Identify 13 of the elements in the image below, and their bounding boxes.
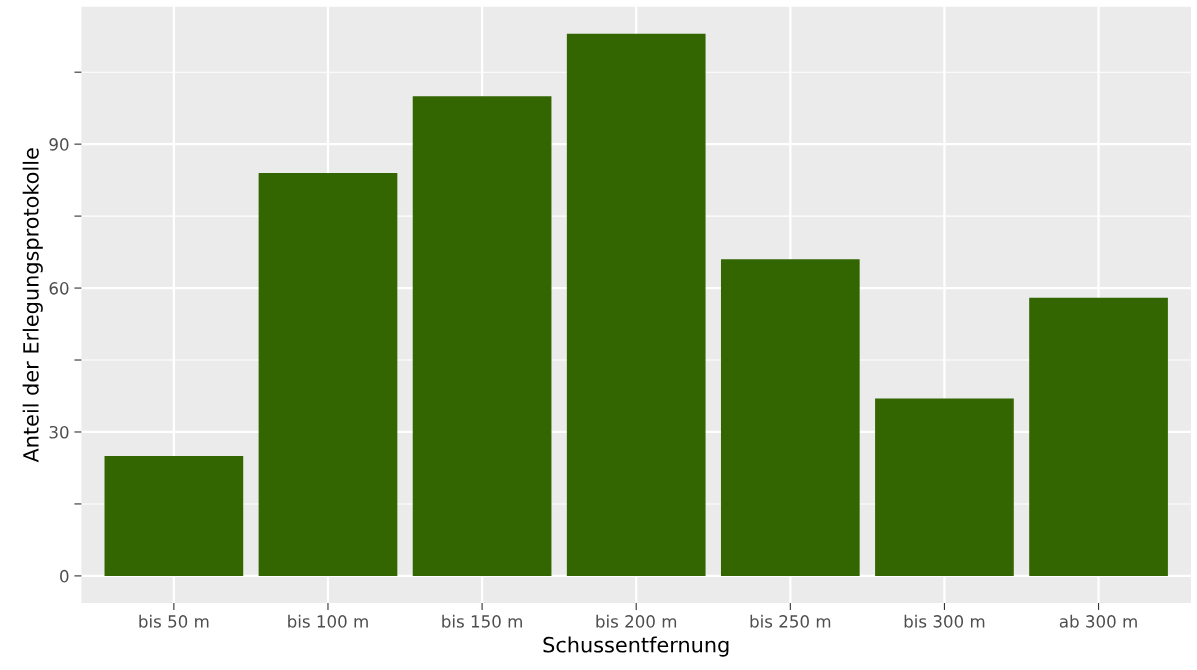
x-tick-label: bis 100 m bbox=[288, 614, 368, 628]
x-tick-label: bis 150 m bbox=[442, 614, 522, 628]
x-tick-label: bis 250 m bbox=[750, 614, 831, 628]
x-tick-label: ab 300 m bbox=[1059, 614, 1137, 628]
x-tick-label: bis 200 m bbox=[596, 614, 677, 628]
x-tick-label: bis 300 m bbox=[904, 614, 985, 628]
y-tick-label: 90 bbox=[49, 138, 69, 151]
x-axis-title: Schussentfernung bbox=[543, 636, 729, 657]
y-tick-label: 0 bbox=[60, 569, 69, 583]
y-axis-title: Anteil der Erlegungsprotokolle bbox=[22, 148, 43, 463]
y-tick-label: 30 bbox=[49, 425, 69, 439]
y-tick-label: 60 bbox=[49, 282, 69, 295]
x-tick-label: bis 50 m bbox=[139, 614, 209, 628]
